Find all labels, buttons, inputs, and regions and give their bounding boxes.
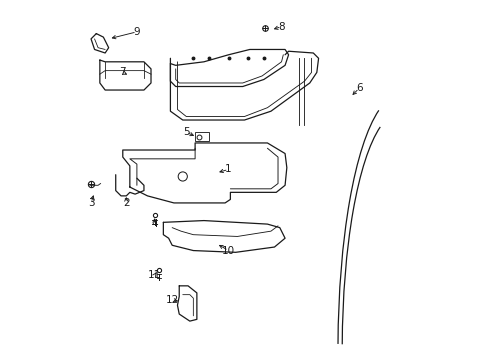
Text: 10: 10 xyxy=(222,246,235,256)
Text: 12: 12 xyxy=(165,295,179,305)
Text: 4: 4 xyxy=(151,219,158,229)
Text: 3: 3 xyxy=(87,198,94,208)
Text: 7: 7 xyxy=(119,67,126,77)
Text: 9: 9 xyxy=(133,27,140,37)
Text: 11: 11 xyxy=(147,270,161,280)
Text: 2: 2 xyxy=(123,198,129,208)
Text: 8: 8 xyxy=(278,22,285,32)
Text: 5: 5 xyxy=(183,127,189,138)
Text: 6: 6 xyxy=(355,83,362,93)
Bar xyxy=(195,132,208,141)
Text: 1: 1 xyxy=(225,165,231,174)
